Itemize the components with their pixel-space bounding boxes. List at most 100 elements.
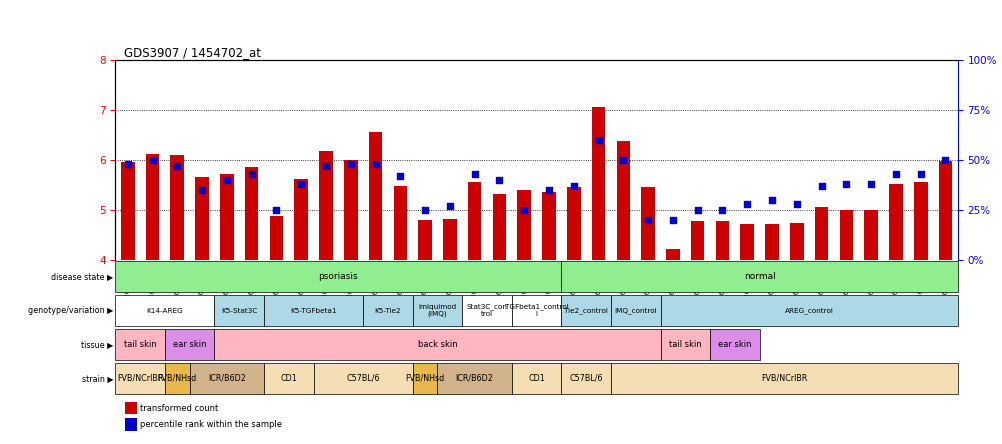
Point <box>689 206 705 214</box>
Point <box>392 172 408 179</box>
Bar <box>561 261 957 292</box>
Point <box>887 170 903 178</box>
Point <box>293 180 309 187</box>
Point <box>912 170 928 178</box>
Bar <box>790 223 803 260</box>
Text: FVB/NCrIBR: FVB/NCrIBR <box>761 374 807 383</box>
Text: FVB/NCrIBR: FVB/NCrIBR <box>117 374 163 383</box>
Bar <box>319 151 333 260</box>
Bar <box>511 295 561 326</box>
Point <box>516 206 532 214</box>
Bar <box>121 163 134 260</box>
Point <box>442 202 458 210</box>
Bar <box>264 363 314 394</box>
Bar <box>412 295 462 326</box>
Point <box>863 180 879 187</box>
Bar <box>938 161 951 260</box>
Text: CD1: CD1 <box>281 374 297 383</box>
Point <box>318 163 334 170</box>
Bar <box>709 329 759 360</box>
Text: AREG_control: AREG_control <box>784 307 833 314</box>
Text: imiquimod
(IMQ): imiquimod (IMQ) <box>418 304 456 317</box>
Point <box>764 196 780 203</box>
Point <box>590 136 606 143</box>
Text: IMQ_control: IMQ_control <box>614 307 656 314</box>
Bar <box>610 363 957 394</box>
Text: percentile rank within the sample: percentile rank within the sample <box>140 420 283 429</box>
Point <box>144 156 160 163</box>
Text: C57BL/6: C57BL/6 <box>346 374 380 383</box>
Text: CD1: CD1 <box>528 374 544 383</box>
Text: Stat3C_con
trol: Stat3C_con trol <box>466 304 507 317</box>
Bar <box>566 187 580 260</box>
Bar <box>295 179 308 260</box>
Bar <box>418 220 432 260</box>
Point <box>417 206 433 214</box>
Point <box>466 170 482 178</box>
Bar <box>864 210 877 260</box>
Point <box>540 186 556 194</box>
Point <box>491 176 507 183</box>
Bar <box>164 329 214 360</box>
Point <box>639 216 655 223</box>
Text: normal: normal <box>743 272 775 281</box>
Text: K14-AREG: K14-AREG <box>146 308 183 313</box>
Text: strain ▶: strain ▶ <box>82 374 113 383</box>
Bar <box>467 182 481 260</box>
Text: TGFbeta1_control
l: TGFbeta1_control l <box>504 304 568 317</box>
Point <box>243 170 260 178</box>
Text: disease state ▶: disease state ▶ <box>51 272 113 281</box>
Text: psoriasis: psoriasis <box>319 272 358 281</box>
Text: K5-Tie2: K5-Tie2 <box>374 308 401 313</box>
Bar <box>839 210 853 260</box>
Text: ear skin: ear skin <box>172 340 206 349</box>
Bar <box>714 221 728 260</box>
Text: Tie2_control: Tie2_control <box>564 307 607 314</box>
Text: FVB/NHsd: FVB/NHsd <box>157 374 196 383</box>
Bar <box>170 155 184 260</box>
Bar <box>610 295 660 326</box>
Bar <box>214 295 264 326</box>
Bar <box>145 154 159 260</box>
Bar <box>492 194 506 260</box>
Bar <box>517 190 530 260</box>
Bar <box>214 329 660 360</box>
Bar <box>363 295 412 326</box>
Bar <box>739 224 754 260</box>
Bar <box>115 295 214 326</box>
Bar <box>814 207 828 260</box>
Point <box>738 200 755 207</box>
Text: C57BL/6: C57BL/6 <box>569 374 602 383</box>
Bar <box>115 329 164 360</box>
Text: back skin: back skin <box>417 340 457 349</box>
Bar <box>344 160 357 260</box>
Point <box>937 156 953 163</box>
Text: ear skin: ear skin <box>717 340 750 349</box>
Text: K5-TGFbeta1: K5-TGFbeta1 <box>290 308 337 313</box>
Point <box>788 200 804 207</box>
Bar <box>189 363 264 394</box>
Point <box>838 180 854 187</box>
Bar <box>443 219 456 260</box>
Point <box>367 160 383 167</box>
Point <box>218 176 234 183</box>
Bar <box>115 261 561 292</box>
Text: tissue ▶: tissue ▶ <box>81 340 113 349</box>
Bar <box>561 295 610 326</box>
Bar <box>616 141 629 260</box>
Text: FVB/NHsd: FVB/NHsd <box>405 374 444 383</box>
Point <box>269 206 285 214</box>
Bar <box>561 363 610 394</box>
Text: tail skin: tail skin <box>123 340 156 349</box>
Text: K5-Stat3C: K5-Stat3C <box>220 308 258 313</box>
Point <box>813 182 829 189</box>
Point <box>169 163 185 170</box>
Point <box>193 186 209 194</box>
Bar <box>511 363 561 394</box>
Bar <box>195 177 208 260</box>
Bar <box>660 329 709 360</box>
Point <box>614 156 630 163</box>
Bar <box>264 295 363 326</box>
Text: tail skin: tail skin <box>668 340 701 349</box>
Text: genotype/variation ▶: genotype/variation ▶ <box>28 306 113 315</box>
